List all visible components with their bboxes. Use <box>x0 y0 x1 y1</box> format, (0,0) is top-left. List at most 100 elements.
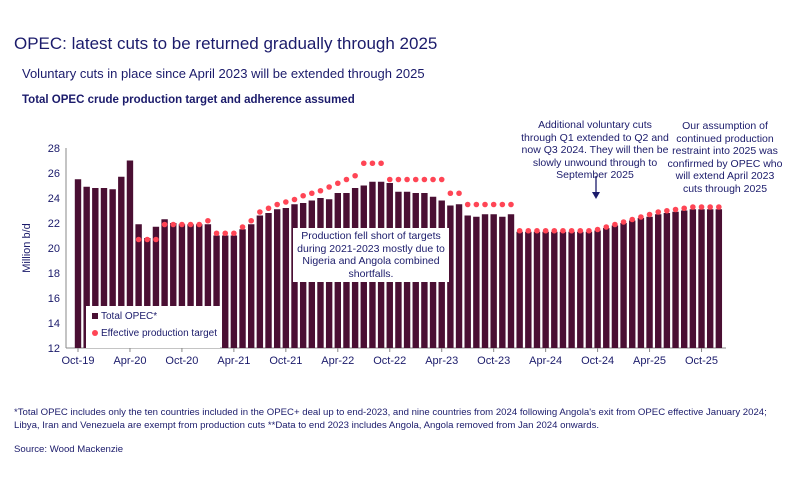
x-tick-label: Apr-24 <box>529 355 562 367</box>
target-dot <box>161 221 168 228</box>
target-dot <box>378 160 384 167</box>
x-tick-label: Apr-22 <box>321 355 354 367</box>
target-dot <box>213 230 220 237</box>
bar <box>663 213 671 348</box>
bar <box>698 209 705 348</box>
target-dot <box>577 227 584 234</box>
target-dot <box>352 172 358 179</box>
target-dot <box>716 204 722 210</box>
bar <box>620 223 627 348</box>
target-dot <box>317 187 324 194</box>
bar <box>672 211 679 348</box>
legend: Total OPEC* Effective production target <box>86 306 220 348</box>
bar <box>551 231 558 348</box>
bar <box>542 231 549 348</box>
target-dot <box>690 204 696 210</box>
target-dot <box>386 176 393 183</box>
bar <box>516 231 523 348</box>
target-dot <box>499 201 506 208</box>
bar <box>533 231 541 348</box>
y-axis-label: Million b/d <box>21 223 33 273</box>
target-dot <box>412 176 419 183</box>
bar <box>265 213 272 348</box>
chart-title: Total OPEC crude production target and a… <box>22 94 355 106</box>
target-dot <box>430 176 436 183</box>
x-tick-label: Apr-23 <box>425 355 458 367</box>
target-dot <box>525 227 532 234</box>
subtitle: Voluntary cuts in place since April 2023… <box>22 66 425 81</box>
target-dot <box>473 201 480 208</box>
bar <box>447 205 454 348</box>
x-tick-label: Oct-19 <box>61 355 94 367</box>
bar <box>464 215 471 348</box>
target-dot <box>153 236 159 243</box>
bar <box>646 216 653 348</box>
bar <box>629 220 636 348</box>
target-dot <box>516 227 523 234</box>
legend-swatch-dot <box>92 330 98 336</box>
target-dot <box>603 224 610 230</box>
target-dot <box>231 230 237 237</box>
target-dot <box>638 214 644 220</box>
bar <box>655 214 662 348</box>
legend-item-total: Total OPEC* <box>92 311 157 322</box>
target-dot <box>335 180 341 187</box>
bar <box>83 186 90 348</box>
bar <box>507 214 515 348</box>
target-dot <box>395 176 402 183</box>
bar <box>248 224 255 348</box>
target-dot <box>672 206 679 213</box>
x-tick-label: Oct-22 <box>373 355 406 367</box>
x-tick-label: Oct-24 <box>581 355 614 367</box>
target-dot <box>542 227 549 234</box>
bar <box>109 189 116 348</box>
bar <box>585 231 593 348</box>
target-dot <box>248 217 254 224</box>
target-dot <box>438 176 445 183</box>
target-dot <box>707 204 713 210</box>
target-dot <box>291 196 298 203</box>
bar <box>273 209 281 348</box>
x-tick-label: Oct-21 <box>269 355 302 367</box>
bar <box>213 235 220 348</box>
target-dot <box>612 221 618 228</box>
target-dot <box>560 227 566 234</box>
bar <box>74 179 82 348</box>
target-dot <box>343 176 350 183</box>
target-dot <box>464 201 471 208</box>
target-dot <box>283 199 289 205</box>
bar <box>152 226 160 348</box>
bar <box>161 219 168 348</box>
target-dot <box>135 236 142 243</box>
target-dot <box>265 205 272 212</box>
target-dot <box>456 190 462 197</box>
y-tick-label: 12 <box>48 343 60 355</box>
bar <box>611 225 619 348</box>
target-dot <box>257 209 263 215</box>
bar <box>144 238 151 348</box>
annotation-shortfall: Production fell short of targets during … <box>293 228 449 282</box>
target-dot <box>664 207 670 214</box>
target-dot <box>369 160 376 167</box>
bar <box>481 214 489 348</box>
bar <box>126 160 134 348</box>
target-dot <box>222 230 229 237</box>
y-tick-label: 28 <box>48 143 60 155</box>
target-dot <box>594 226 601 233</box>
bar <box>135 224 142 348</box>
target-dot <box>300 192 306 199</box>
footnote: *Total OPEC includes only the ten countr… <box>14 407 767 431</box>
target-dot <box>309 190 315 197</box>
bar <box>706 209 714 348</box>
bar <box>196 224 203 348</box>
bar <box>637 218 645 348</box>
bar <box>603 228 610 348</box>
target-dot <box>196 221 203 228</box>
page-title: OPEC: latest cuts to be returned gradual… <box>14 34 438 53</box>
bar <box>473 216 480 348</box>
target-dot <box>534 227 540 234</box>
target-dot <box>490 201 497 208</box>
bar <box>282 208 290 348</box>
target-dot <box>421 176 428 183</box>
target-dot <box>629 216 636 223</box>
